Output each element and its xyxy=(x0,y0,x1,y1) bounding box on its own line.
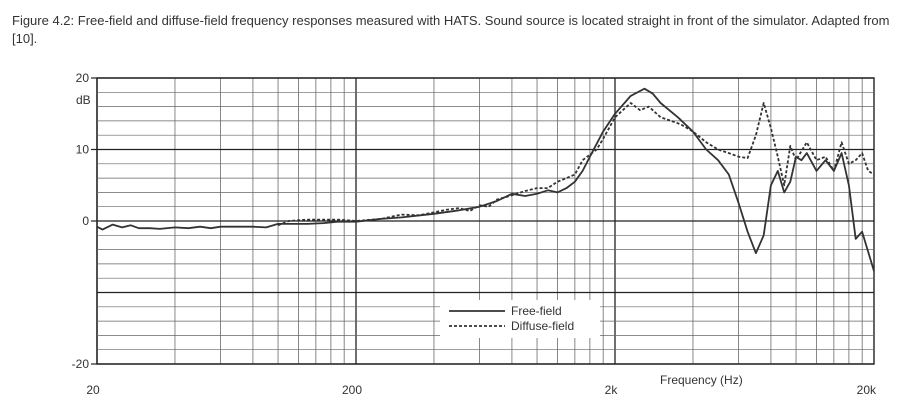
x-axis-ticks: 20 200 2k 20k xyxy=(86,383,877,397)
x-tick-label: 2k xyxy=(605,383,619,397)
x-tick-label: 200 xyxy=(342,383,362,397)
x-axis-title: Frequency (Hz) xyxy=(660,373,743,387)
y-axis-ticks: 20 10 0 -20 xyxy=(72,71,97,371)
legend-label: Free-field xyxy=(511,304,562,318)
y-tick-label: -20 xyxy=(72,357,90,371)
x-tick-label: 20k xyxy=(857,383,877,397)
y-axis-unit: dB xyxy=(76,93,91,107)
series-group xyxy=(96,87,875,272)
legend-box xyxy=(440,300,600,338)
figure-caption: Figure 4.2: Free-field and diffuse-field… xyxy=(12,13,890,46)
legend-label: Diffuse-field xyxy=(511,319,574,333)
series-line-diffuse-field xyxy=(277,102,875,227)
y-tick-label: 20 xyxy=(76,71,90,85)
x-tick-label: 20 xyxy=(86,383,100,397)
y-tick-label: 10 xyxy=(76,143,90,157)
series-line-free-field xyxy=(96,87,875,272)
y-tick-label: 0 xyxy=(82,214,89,228)
